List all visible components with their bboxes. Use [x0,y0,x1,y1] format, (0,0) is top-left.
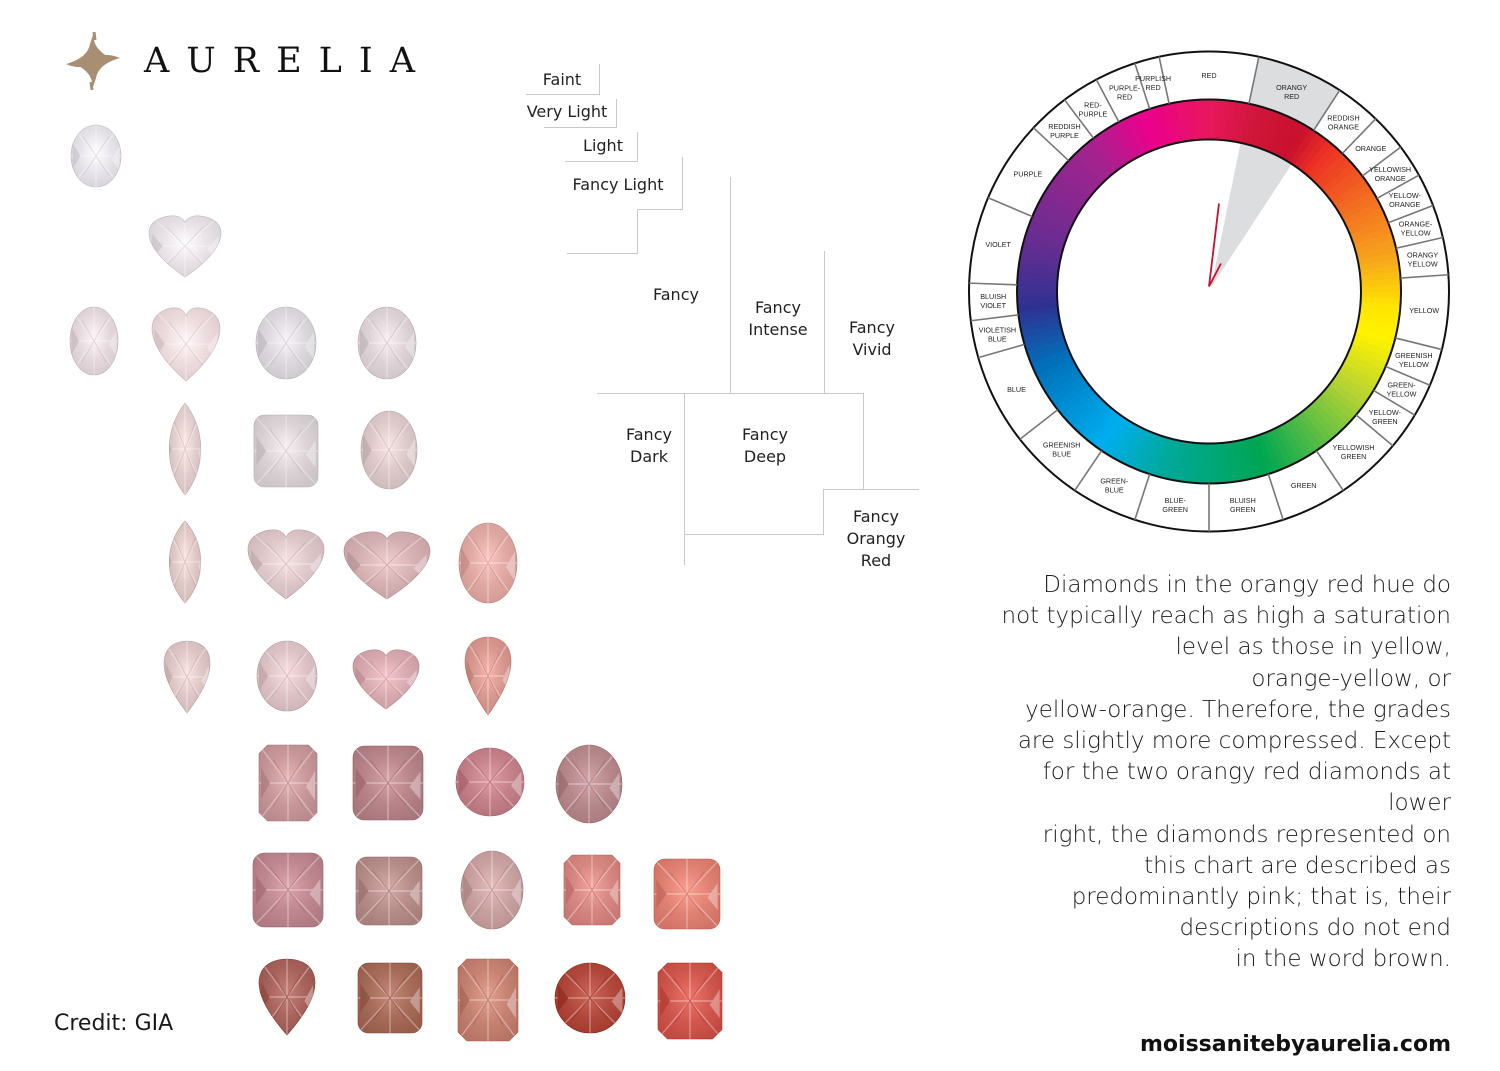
hue-label: ORANGE-YELLOW [1399,219,1433,237]
diamond-heart [148,214,222,278]
diamond-heart [151,306,221,382]
grade-fancy-intense: Fancy Intense [748,298,808,339]
description-paragraph: Diamonds in the orangy red hue do not typ… [981,570,1452,976]
diamond-round [455,746,525,818]
diamond-marquise [163,520,207,604]
hue-wheel: RED ORANGY RED REDDISH ORANGE ORANGE YELLOWISH… [968,50,1450,533]
hue-label: ORANGY YELLOW [1407,251,1438,269]
hue-label: VIOLETISH BLUE [979,326,1017,344]
description-line: yellow-orange. Therefore, the grades [1025,696,1451,723]
hue-label: YELLOW-GREEN [1369,408,1402,426]
brand-name: AURELIA [144,41,433,81]
hue-label: GREEN-BLUE [1100,477,1129,495]
hue-label: VIOLET [985,240,1011,249]
hue-label: BLUE [1007,385,1026,394]
grade-fancy: Fancy [653,285,699,304]
diamond-oval [256,640,318,712]
star-logo-icon [66,31,120,91]
diamond-oval [69,306,119,376]
hue-label: RED [1201,71,1216,80]
diamond-heart [247,528,325,600]
diamond-pear [163,640,211,714]
hue-label: PURPLE-RED [1109,84,1141,102]
diamond-oval [357,306,417,380]
hue-label: REDDISH PURPLE [1048,122,1080,140]
diamond-heart [343,530,431,600]
diamond-emerald [258,744,318,822]
description-line: lower [1388,790,1451,817]
hue-label: REDDISH ORANGE [1327,113,1359,131]
grade-fancy-vivid: Fancy Vivid [849,318,895,359]
hue-label: YELLOW [1409,306,1439,315]
diamond-emerald [657,962,723,1040]
diamond-pear [464,636,512,716]
description-line: right, the diamonds represented on [1042,821,1451,848]
diamond-cushion [355,856,423,926]
hue-label: RED-PURPLE [1079,100,1108,118]
hue-label: BLUISH VIOLET [980,292,1006,310]
diamond-heart [352,648,420,710]
description-line: in the word brown. [1235,946,1451,973]
grade-faint: Faint [542,70,582,89]
hue-label: YELLOW-ORANGE [1389,191,1422,209]
hue-label: GREENISH YELLOW [1395,351,1433,369]
diamond-pear [258,958,316,1036]
diamond-cushion [252,852,324,928]
grade-fancy-deep: Fancy Deep [742,425,788,466]
hue-label: YELLOWISH ORANGE [1369,165,1411,183]
diamond-oval [255,306,317,380]
hue-label: ORANGE [1355,144,1386,153]
grade-fancy-light: Fancy Light [572,175,664,194]
description-line: are slightly more compressed. Except [1017,728,1451,755]
hue-label: BLUISH GREEN [1230,496,1256,514]
description-line: predominantly pink; that is, their [1071,884,1451,911]
hue-label: PURPLISH RED [1135,74,1171,92]
brand-logo: AURELIA [62,28,432,94]
grade-very-light: Very Light [526,102,608,121]
diamond-emerald [457,958,519,1042]
description-line: level as those in yellow, [1175,634,1451,661]
hue-label: ORANGY RED [1276,83,1307,101]
hue-label: BLUE-GREEN [1162,496,1188,514]
description-line: for the two orangy red diamonds at [1042,759,1451,786]
diamond-round [554,962,626,1034]
hue-label: GREEN [1291,481,1317,490]
diamond-oval [460,850,524,930]
diamond-cushion [253,414,319,488]
diamond-oval [70,124,122,188]
hue-label: GREEN-YELLOW [1386,381,1416,399]
diamond-oval [360,410,418,490]
description-line: Diamonds in the orangy red hue do [1043,572,1451,598]
diamond-marquise [163,402,207,496]
hue-label: GREENISH BLUE [1043,440,1081,458]
diamond-cushion [352,745,424,821]
diamond-cushion [653,858,721,930]
diamond-cushion [357,962,423,1034]
diamond-oval [458,522,518,604]
hue-label: PURPLE [1013,169,1042,178]
description-line: descriptions do not end [1179,915,1451,942]
credit-text: Credit: GIA [54,1011,174,1036]
diamond-emerald [563,854,621,926]
grade-fancy-dark: Fancy Dark [626,425,672,466]
description-line: not typically reach as high a saturation [1001,603,1452,630]
hue-label: YELLOWISH GREEN [1333,443,1375,461]
website-link[interactable]: moissanitebyaurelia.com [1140,1032,1451,1057]
grade-light: Light [583,136,623,155]
grade-fancy-orangy-red: Fancy Orangy Red [846,507,906,570]
description-line: this chart are described as [1144,852,1451,879]
diamond-oval [555,744,623,824]
description-line: orange-yellow, or [1251,665,1451,692]
